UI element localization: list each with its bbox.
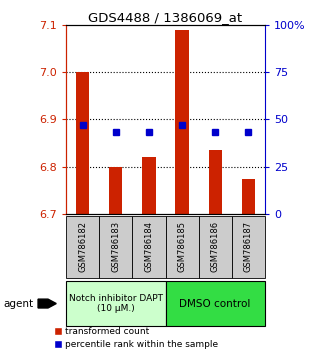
Bar (76, 72, 89, 214)
Text: DMSO control: DMSO control (179, 298, 251, 309)
Legend: transformed count, percentile rank within the sample: transformed count, percentile rank withi… (54, 327, 218, 349)
Bar (209, 150, 222, 214)
Bar (242, 179, 255, 214)
Text: GSM786184: GSM786184 (144, 221, 154, 273)
Bar (109, 167, 122, 214)
Text: GSM786183: GSM786183 (111, 221, 120, 273)
Text: GSM786182: GSM786182 (78, 221, 87, 273)
Text: GSM786187: GSM786187 (244, 221, 253, 273)
Text: Notch inhibitor DAPT
(10 μM.): Notch inhibitor DAPT (10 μM.) (69, 294, 163, 313)
Text: agent: agent (3, 298, 33, 309)
Title: GDS4488 / 1386069_at: GDS4488 / 1386069_at (88, 11, 243, 24)
Text: GSM786185: GSM786185 (177, 221, 187, 273)
Bar (142, 157, 156, 214)
Text: GSM786186: GSM786186 (211, 221, 220, 273)
Bar (175, 29, 189, 214)
